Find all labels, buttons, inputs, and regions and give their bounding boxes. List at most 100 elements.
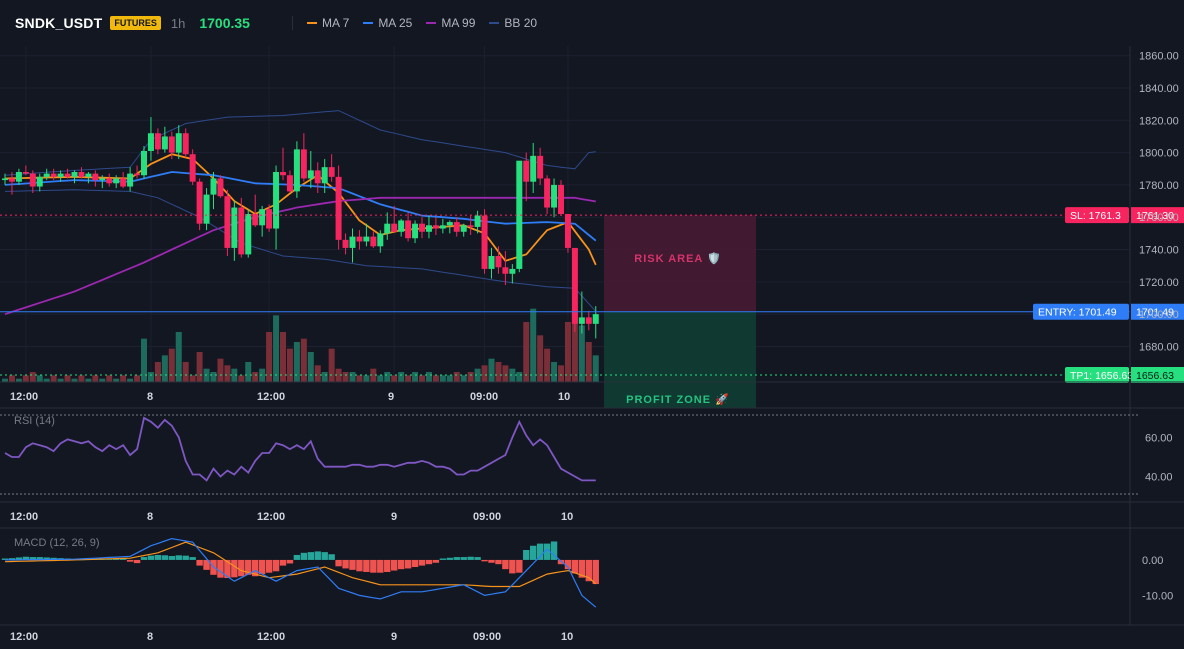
macd-histogram-bar <box>564 559 572 570</box>
time-label-main: 10 <box>558 391 570 403</box>
candle-body <box>342 239 349 248</box>
macd-histogram-bar <box>272 559 280 572</box>
legend-ma25[interactable]: MA 25 <box>363 16 412 30</box>
symbol-name[interactable]: SNDK_USDT <box>15 15 103 31</box>
time-label-rsi: 12:00 <box>257 511 285 523</box>
legend-ma99[interactable]: MA 99 <box>426 16 475 30</box>
volume-bar <box>266 332 273 382</box>
candle-body <box>286 175 293 192</box>
candle-body <box>398 220 405 232</box>
macd-histogram-bar <box>36 557 43 560</box>
macd-histogram-bar <box>224 559 231 579</box>
volume-bar <box>22 375 29 382</box>
time-label-macd: 9 <box>391 631 397 643</box>
volume-bar <box>238 375 245 382</box>
candle-body <box>419 223 425 232</box>
interval-selector[interactable]: 1h <box>170 15 186 31</box>
volume-bar <box>446 375 453 382</box>
macd-histogram-bar <box>391 559 398 571</box>
candle-body <box>154 133 161 150</box>
time-label-main: 12:00 <box>10 391 38 403</box>
candle-body <box>161 136 168 150</box>
macd-histogram-bar <box>314 551 321 560</box>
volume-bar <box>544 348 551 382</box>
macd-histogram-bar <box>467 556 474 560</box>
candle-body <box>280 172 286 176</box>
macd-histogram-bar <box>307 552 314 560</box>
volume-bar <box>488 358 495 382</box>
candle-body <box>384 223 391 234</box>
legend-bb20[interactable]: BB 20 <box>489 16 537 30</box>
ma7-line <box>4 153 597 266</box>
candle-body <box>439 225 446 229</box>
volume-bar <box>50 375 57 382</box>
volume-bar <box>134 375 141 382</box>
candle-body <box>113 178 120 184</box>
price-tick-label: 1800.00 <box>1139 148 1179 160</box>
macd-histogram-bar <box>460 557 467 560</box>
macd-histogram-bar <box>175 555 182 560</box>
candle-body <box>273 172 280 229</box>
entry-tag <box>1033 303 1129 320</box>
entry-tag-label: ENTRY: 1701.49 <box>1038 307 1117 319</box>
bb-upper-line <box>4 110 596 176</box>
volume-bars <box>2 308 599 382</box>
candle-body <box>231 207 238 248</box>
candle-body <box>307 170 314 179</box>
macd-histogram-bar <box>286 559 294 564</box>
candle-body <box>168 136 175 153</box>
macd-histogram-bar <box>196 559 203 566</box>
macd-histogram-bar <box>168 556 175 560</box>
candle-body <box>523 160 530 182</box>
macd-histogram-bar <box>29 557 36 560</box>
macd-histogram-bar <box>446 557 453 560</box>
candle-body <box>224 196 231 248</box>
macd-histogram-bar <box>481 559 488 562</box>
macd-histogram-bar <box>8 558 16 560</box>
candle-body <box>425 225 432 232</box>
chart-header: SNDK_USDT FUTURES 1h 1700.35 MA 7 MA 25 … <box>0 0 1184 46</box>
candle-body <box>502 267 509 274</box>
candle-body <box>300 149 307 179</box>
take-profit-axis-tag <box>1131 367 1184 383</box>
macd-histogram-bar <box>432 559 440 563</box>
volume-bar <box>370 368 377 382</box>
rsi-line <box>4 416 596 482</box>
macd-histogram-bar <box>474 557 481 560</box>
volume-bar <box>467 372 474 382</box>
time-label-main: 9 <box>388 391 394 403</box>
candle-body <box>2 178 8 181</box>
macd-histogram-bar <box>203 559 210 570</box>
candle-body <box>266 209 273 229</box>
volume-bar <box>314 365 321 382</box>
macd-histogram-bar <box>516 559 523 573</box>
macd-signal-line <box>4 541 597 588</box>
price-tick-label: 1720.00 <box>1139 277 1179 289</box>
candle-body <box>120 178 127 187</box>
ma25-swatch <box>363 22 374 24</box>
price-tick-label: 1700.00 <box>1139 309 1179 321</box>
volume-bar <box>425 372 432 382</box>
macd-histogram-bar <box>140 557 148 560</box>
candle-body <box>245 214 252 255</box>
volume-bar <box>384 372 391 382</box>
legend-ma7[interactable]: MA 7 <box>306 16 349 30</box>
macd-histogram-bar <box>363 559 370 572</box>
volume-bar <box>592 355 599 382</box>
sub-panes: 60.00 40.00 0.00 -10.00 <box>0 414 1173 608</box>
volume-bar <box>551 362 558 382</box>
candle-body <box>36 176 43 187</box>
volume-bar <box>398 372 405 382</box>
last-price: 1700.35 <box>199 15 250 31</box>
volume-bar <box>224 365 231 382</box>
volume-bar <box>405 375 412 382</box>
volume-bar <box>502 365 509 382</box>
volume-bar <box>432 375 439 382</box>
macd-histogram-bar <box>258 559 266 575</box>
candle-body <box>363 236 370 242</box>
macd-histogram-bar <box>425 559 433 565</box>
candle-body <box>64 173 71 177</box>
candle-body <box>29 173 36 187</box>
macd-histogram-bar <box>328 554 335 560</box>
